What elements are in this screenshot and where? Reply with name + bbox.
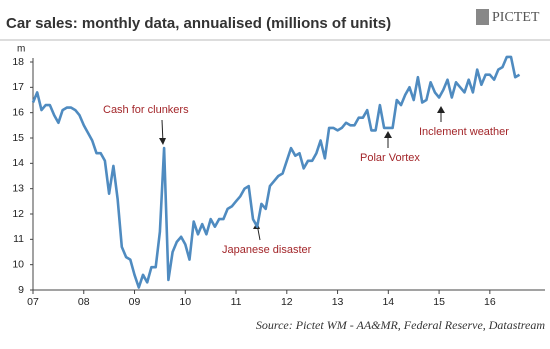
annotation: Japanese disaster bbox=[222, 244, 312, 256]
y-tick-label: 17 bbox=[12, 81, 24, 93]
y-unit: m bbox=[17, 44, 25, 55]
x-tick-label: 08 bbox=[78, 296, 90, 308]
annotation: Inclement weather bbox=[419, 126, 509, 138]
x-tick-label: 07 bbox=[27, 296, 39, 308]
x-tick-label: 10 bbox=[179, 296, 191, 308]
annotations: Cash for clunkers Japanese disaster Pola… bbox=[103, 104, 509, 256]
y-tick-label: 13 bbox=[12, 182, 24, 194]
y-tick-label: 18 bbox=[12, 56, 24, 68]
y-tick-label: 15 bbox=[12, 132, 24, 144]
logo-icon bbox=[476, 9, 489, 25]
y-tick-label: 9 bbox=[18, 284, 24, 296]
x-tick-label: 14 bbox=[382, 296, 394, 308]
y-tick-label: 14 bbox=[12, 157, 24, 169]
arrowhead bbox=[159, 138, 166, 145]
logo: PICTET bbox=[492, 10, 540, 25]
x-tick-label: 11 bbox=[231, 296, 242, 308]
x-tick-label: 16 bbox=[484, 296, 496, 308]
arrowhead bbox=[384, 131, 392, 138]
source: Source: Pictet WM - AA&MR, Federal Reser… bbox=[256, 318, 545, 332]
y-tick-label: 12 bbox=[12, 208, 24, 220]
chart-title: Car sales: monthly data, annualised (mil… bbox=[6, 15, 391, 32]
annotation: Polar Vortex bbox=[360, 152, 420, 164]
y-tick-label: 16 bbox=[12, 106, 24, 118]
x-tick-label: 15 bbox=[433, 296, 445, 308]
y-tick-label: 10 bbox=[12, 258, 24, 270]
x-tick-label: 09 bbox=[129, 296, 141, 308]
arrowhead bbox=[437, 106, 445, 113]
x-tick-label: 12 bbox=[281, 296, 293, 308]
data-line bbox=[31, 55, 521, 289]
y-tick-label: 11 bbox=[13, 233, 24, 245]
x-tick-label: 13 bbox=[332, 296, 344, 308]
annotation: Cash for clunkers bbox=[103, 104, 189, 116]
